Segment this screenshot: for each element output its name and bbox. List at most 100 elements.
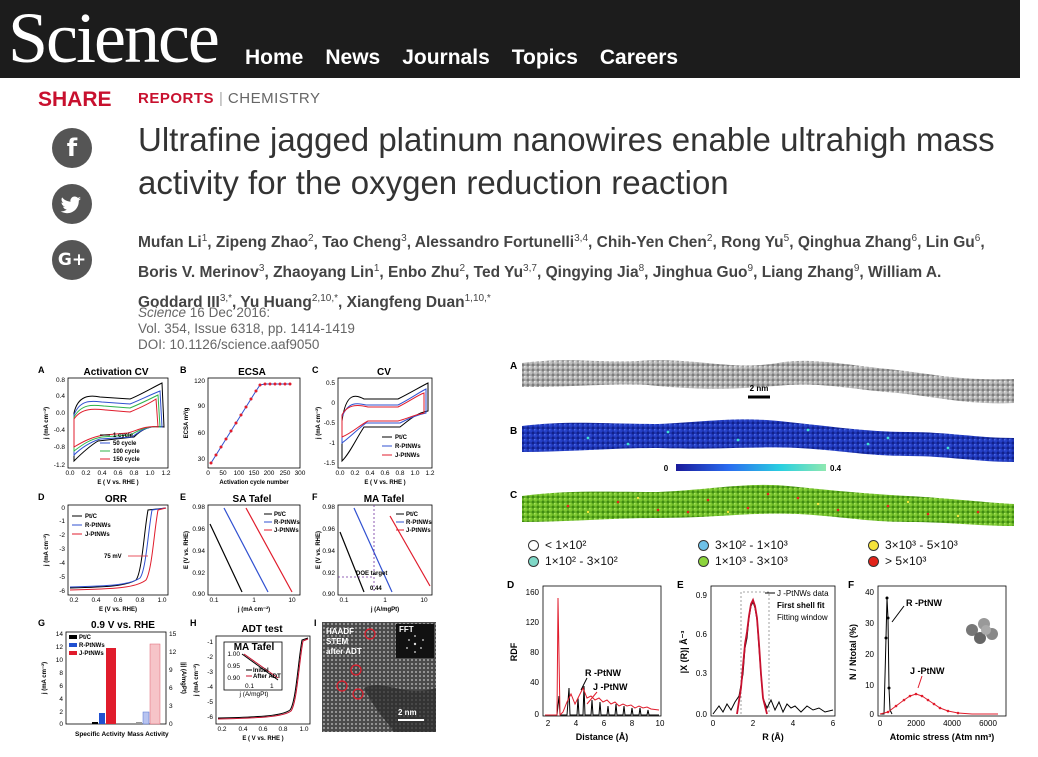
bar-jptnw-ma: [149, 643, 161, 725]
inset-title: MA Tafel: [234, 642, 275, 653]
author-link[interactable]: Rong Yu5: [721, 233, 790, 252]
x-tick: 1: [383, 597, 387, 604]
doi[interactable]: DOI: 10.1126/science.aaf9050: [138, 337, 320, 352]
legend-swatch: [868, 556, 879, 568]
fig2-panel-d: D 160 120 80 40 0 2 4 6 8 10 Distance (Å…: [505, 578, 670, 753]
author-link[interactable]: Ted Yu3,7: [473, 263, 537, 282]
y-tick: 0.98: [322, 504, 335, 511]
cluster-icon: [966, 618, 998, 644]
inset-y-tick: 1.00: [227, 651, 240, 658]
y-tick-right: 12: [169, 649, 177, 656]
x-tick: 0.2: [69, 597, 78, 604]
author-affiliation: 2: [459, 263, 466, 275]
series-label-r-ptnw: R -PtNW: [585, 668, 621, 678]
y-tick-right: 0: [169, 721, 173, 728]
x-tick: 10: [420, 597, 428, 604]
author-link[interactable]: Mufan Li1: [138, 233, 208, 252]
scale-bar-label: 2 nm: [398, 708, 417, 717]
fig1-panel-h: H ADT test -1 -2 -3 -4 -5 -6 0.2 0.4 0.6…: [190, 618, 315, 748]
y-tick-right: 9: [169, 667, 173, 674]
y-tick: -6: [59, 588, 65, 595]
y-tick: -3: [207, 669, 213, 676]
x-tick: 6: [831, 719, 836, 728]
y-axis-label: j (mA cm⁻²): [41, 662, 48, 695]
nav-topics[interactable]: Topics: [511, 46, 578, 69]
high-stress-atoms: [566, 492, 980, 516]
author-link[interactable]: Qinghua Zhang6: [797, 233, 918, 252]
legend-entry: After ADT: [253, 674, 281, 680]
legend-entry: 50 cycle: [113, 441, 137, 447]
y-axis-label-right: |j| (A/mgPt): [180, 662, 186, 694]
author-link[interactable]: Zhaoyang Lin1: [273, 263, 380, 282]
x-tick: 0.6: [113, 597, 122, 604]
author-link[interactable]: Zipeng Zhao2: [215, 233, 314, 252]
legend-entry: 1×10² - 3×10²: [528, 554, 618, 568]
x-tick: 0.4: [238, 726, 247, 733]
author-link[interactable]: Liang Zhang9: [761, 263, 860, 282]
twitter-share-button[interactable]: [52, 184, 92, 224]
panel-label: A: [510, 361, 517, 372]
author-link[interactable]: Xiangfeng Duan1,10,*: [346, 293, 491, 312]
y-tick: 160: [526, 588, 540, 597]
panel-label: G: [38, 618, 45, 628]
author-link[interactable]: William A. Goddard III3,*: [138, 264, 942, 312]
y-tick: 10: [865, 681, 874, 690]
y-tick: 60: [198, 430, 206, 437]
x-tick: 0: [878, 719, 883, 728]
facebook-share-button[interactable]: f: [52, 128, 92, 168]
x-tick: 200: [264, 470, 275, 477]
series-label-r-ptnw: R -PtNW: [906, 598, 942, 608]
author-link[interactable]: Jinghua Guo9: [652, 263, 754, 282]
panel-label: F: [848, 580, 854, 591]
y-tick: 0.94: [322, 548, 335, 555]
x-axis-label: Distance (Å): [576, 732, 629, 742]
legend-entry: Pt/C: [406, 512, 419, 518]
x-tick: 0.2: [217, 726, 226, 733]
marker-value: 0.44: [370, 586, 382, 592]
nav-journals[interactable]: Journals: [402, 46, 490, 69]
x-tick: 0.8: [395, 470, 404, 477]
volume-info: Vol. 354, Issue 6318, pp. 1414-1419: [138, 321, 355, 336]
author-link[interactable]: Tao Cheng3: [322, 233, 407, 252]
legend-entry: R-PtNWs: [395, 444, 421, 450]
x-tick: 2000: [907, 719, 925, 728]
panel-title: ECSA: [238, 367, 266, 378]
science-logo[interactable]: Science: [8, 0, 220, 78]
x-tick: 10: [656, 719, 665, 728]
y-tick-right: 3: [169, 703, 173, 710]
author-link[interactable]: Boris V. Merinov3: [138, 263, 265, 282]
x-tick: 0.8: [278, 726, 287, 733]
legend-entry: J-PtNWs: [274, 528, 299, 534]
author-link[interactable]: Qingying Jia8: [545, 263, 645, 282]
inset-y-tick: 0.95: [227, 663, 240, 670]
legend-entry: R-PtNWs: [79, 643, 105, 649]
author-link[interactable]: Enbo Zhu2: [388, 263, 466, 282]
x-tick: 0.4: [97, 470, 106, 477]
inset-x-tick: 0.1: [245, 683, 254, 690]
author-link[interactable]: Lin Gu6: [925, 233, 981, 252]
x-tick: 0.0: [335, 470, 344, 477]
author-link[interactable]: Yu Huang2,10,*: [240, 293, 339, 312]
legend-entry: > 5×10³: [868, 554, 926, 568]
x-tick: 1.0: [410, 470, 419, 477]
bar-ptc-sa: [92, 722, 98, 724]
google-plus-share-button[interactable]: G+: [52, 240, 92, 280]
nav-home[interactable]: Home: [245, 46, 304, 69]
panel-title: SA Tafel: [233, 494, 272, 505]
nav-careers[interactable]: Careers: [599, 46, 679, 69]
nav-news[interactable]: News: [325, 46, 381, 69]
section-type-link[interactable]: REPORTS: [138, 90, 215, 107]
bar-jptnw-sa: [106, 648, 116, 724]
y-tick-right: 6: [169, 685, 173, 692]
nanowire-structure: [522, 484, 1014, 526]
y-tick: -4: [59, 560, 65, 567]
section-subject-link[interactable]: CHEMISTRY: [227, 90, 321, 107]
author-link[interactable]: Alessandro Fortunelli3,4: [414, 233, 589, 252]
panel-label: B: [180, 365, 187, 375]
author-affiliation: 9: [853, 263, 860, 275]
x-tick: 0.4: [91, 597, 100, 604]
legend: J -PtNWs data First shell fit Fitting wi…: [765, 589, 829, 622]
legend-entry: 1×10³ - 3×10³: [698, 554, 788, 568]
bar-ptc-ma: [136, 722, 142, 724]
author-link[interactable]: Chih-Yen Chen2: [596, 233, 713, 252]
